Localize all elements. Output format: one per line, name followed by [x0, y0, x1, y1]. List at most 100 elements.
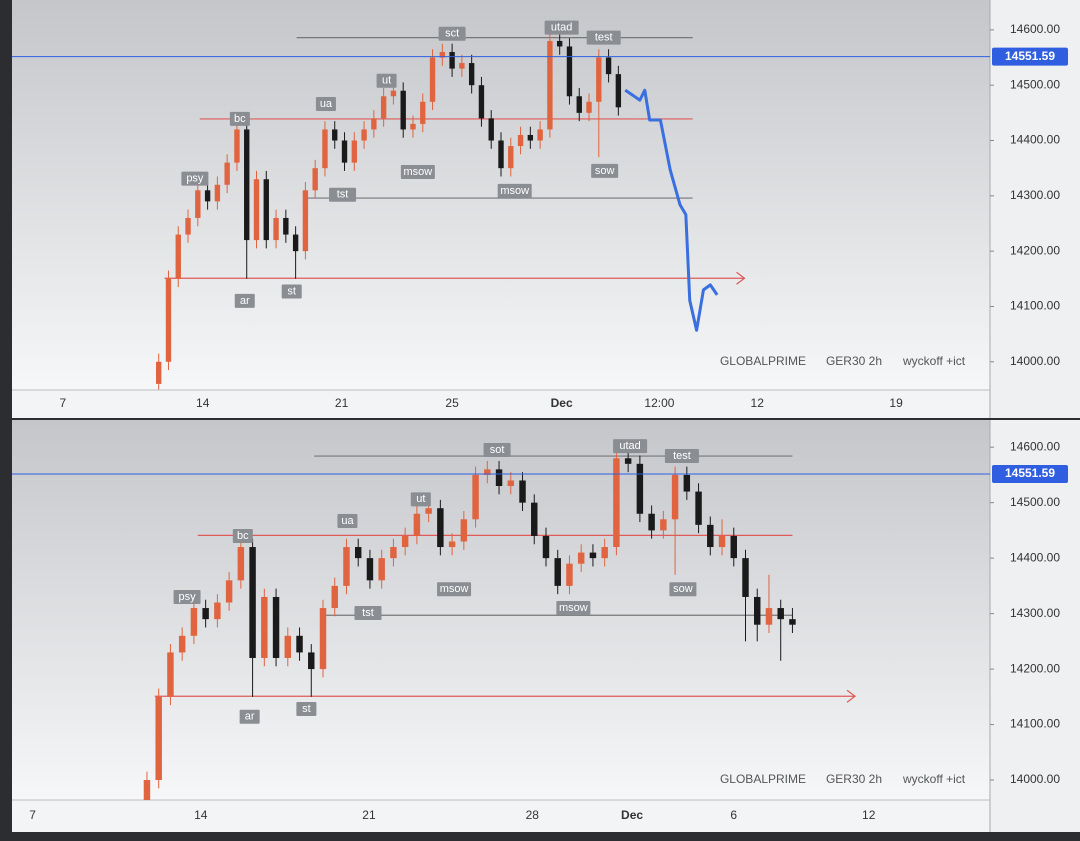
candle-body — [401, 535, 409, 548]
x-tick-label: Dec — [621, 808, 643, 822]
candle-body — [449, 52, 455, 69]
annotation-label: psy — [186, 173, 204, 185]
level-arrow — [736, 271, 746, 285]
candle-body — [390, 547, 397, 559]
candle-body — [615, 74, 622, 108]
candle-body — [495, 469, 503, 487]
candle-body — [566, 46, 573, 97]
y-tick-label: 14600.00 — [1010, 439, 1060, 453]
annotation-box — [483, 442, 511, 457]
annotation-box — [400, 165, 435, 180]
candle-body — [249, 547, 256, 658]
candle-body — [613, 458, 620, 548]
candle-body — [332, 129, 338, 141]
source-label: GLOBALPRIME — [720, 354, 806, 368]
candle-body — [478, 85, 485, 119]
candle-body — [343, 547, 350, 586]
y-tick-label: 14400.00 — [1010, 550, 1060, 564]
annotation-box — [281, 284, 302, 299]
symbol-label: GER30 2h — [826, 772, 882, 786]
annotation-label: psy — [178, 591, 196, 603]
x-tick-label: 6 — [730, 808, 737, 822]
candle-body — [155, 696, 162, 781]
annotation-label: tst — [337, 189, 349, 201]
annotation-box — [232, 528, 253, 543]
y-tick-label: 14100.00 — [1010, 299, 1060, 313]
candle-body — [460, 519, 468, 542]
panel: 14000.00 14100.00 14200.00 14300.00 14400.00… — [12, 420, 1080, 832]
x-tick-label: 19 — [889, 396, 903, 410]
candle-body — [472, 474, 479, 520]
annotation-box — [376, 73, 397, 88]
candle-body — [566, 563, 573, 586]
candle-body — [789, 619, 796, 625]
annotation-box — [234, 293, 255, 308]
candle-body — [341, 140, 348, 163]
candle-body — [777, 608, 784, 620]
candle-body — [420, 101, 426, 124]
annotation-box — [437, 582, 472, 597]
candle-body — [601, 547, 608, 559]
candle-body — [302, 190, 309, 252]
candle-body — [354, 547, 362, 559]
source-label: GLOBALPRIME — [720, 772, 806, 786]
candle-body — [400, 90, 406, 130]
candle-body — [308, 652, 315, 670]
annotation-box — [315, 97, 336, 111]
candle-body — [660, 519, 667, 531]
panel: 14000.00 14100.00 14200.00 14300.00 14400.00… — [12, 0, 1080, 418]
annotation-label: sow — [673, 583, 693, 595]
candle-body — [237, 547, 245, 581]
candle-body — [319, 608, 327, 670]
annotation-label: sow — [595, 165, 615, 177]
candle-body — [185, 217, 191, 235]
candle-body — [439, 52, 446, 58]
candle-body — [225, 580, 233, 603]
annotation-box — [556, 601, 591, 616]
candle-body — [292, 234, 299, 252]
y-tick-label: 14400.00 — [1010, 133, 1060, 147]
annotation-box — [591, 163, 619, 178]
candle-body — [508, 146, 514, 169]
candle-body — [718, 535, 726, 548]
annotation-box — [229, 111, 250, 126]
annotation-label: ar — [245, 711, 255, 723]
last-price-label: 14551.59 — [1005, 49, 1055, 63]
candle-body — [554, 558, 561, 586]
x-tick-label: 21 — [362, 808, 376, 822]
annotation-label: utad — [551, 22, 572, 34]
candle-body — [537, 129, 543, 141]
annotation-box — [410, 492, 431, 507]
candle-body — [331, 585, 338, 609]
y-tick-label: 14100.00 — [1010, 717, 1060, 731]
y-axis-strip — [990, 420, 1080, 832]
annotation-box — [173, 589, 201, 604]
candle-body — [527, 134, 534, 141]
candle-body — [413, 513, 421, 536]
candle-body — [380, 96, 387, 119]
y-tick-label: 14200.00 — [1010, 661, 1060, 675]
level-arrow — [846, 689, 857, 703]
candle-body — [765, 608, 773, 625]
x-axis-strip — [12, 390, 990, 418]
last-price-tag — [992, 465, 1068, 484]
candle-body — [410, 123, 416, 130]
annotation-box — [664, 449, 699, 464]
annotation-box — [669, 582, 697, 597]
candle-body — [425, 508, 432, 514]
candle-body — [351, 140, 357, 163]
annotation-label: ar — [240, 295, 250, 307]
annotation-label: ua — [320, 98, 333, 110]
candle-body — [437, 508, 444, 548]
candle-body — [366, 558, 374, 581]
candle-body — [448, 541, 456, 548]
candle-body — [507, 480, 515, 487]
candle-body — [589, 552, 597, 559]
candle-body — [224, 162, 230, 185]
x-tick-label: 25 — [445, 396, 459, 410]
candle-body — [624, 458, 632, 464]
candle-body — [272, 596, 280, 658]
x-tick-label: Dec — [551, 396, 573, 410]
candle-body — [484, 469, 491, 475]
